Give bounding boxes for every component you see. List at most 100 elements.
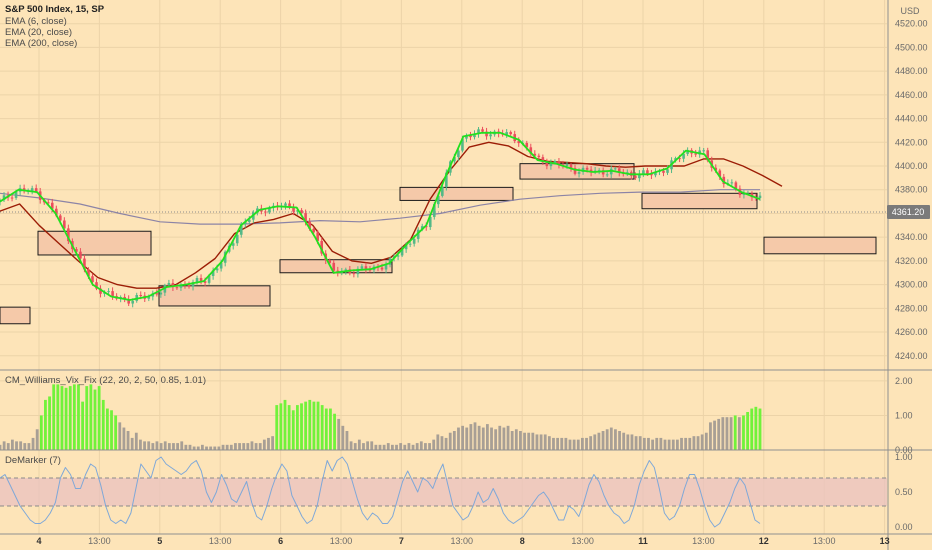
vix-bar: [688, 437, 692, 450]
vix-bar: [101, 399, 105, 450]
vix-bar: [27, 443, 31, 450]
x-tick-label: 13:00: [692, 536, 715, 546]
vix-bar: [329, 408, 332, 450]
ema200-line: [0, 189, 760, 225]
candle-body: [147, 296, 151, 299]
vix-bar: [353, 443, 357, 450]
vix-bar: [535, 434, 539, 450]
vix-bar: [192, 446, 196, 450]
vix-bar: [589, 436, 593, 450]
vix-bar: [85, 386, 89, 450]
candle-body: [268, 207, 271, 213]
vix-bar: [357, 439, 361, 450]
vix-bar: [469, 424, 473, 450]
vix-bar: [626, 434, 630, 450]
vix-bar: [97, 386, 101, 450]
candle-body: [83, 258, 86, 270]
candles: [0, 126, 762, 308]
vix-bar: [52, 384, 56, 450]
candle-body: [300, 210, 303, 214]
candle-body: [396, 255, 400, 257]
candle-body: [694, 153, 697, 155]
vix-bar: [597, 432, 601, 450]
chart-title: S&P 500 Index, 15, SP: [5, 4, 105, 15]
vix-bar: [407, 443, 411, 450]
candle-body: [525, 142, 529, 148]
vix-bar: [242, 443, 246, 450]
vix-bar: [180, 441, 184, 450]
vix-bar: [147, 441, 151, 450]
candle-body: [650, 173, 653, 176]
candle-body: [30, 188, 34, 191]
vix-bar: [114, 415, 118, 450]
vix-bar: [366, 441, 370, 450]
vix-bar: [519, 431, 522, 450]
vix-bar: [300, 403, 303, 450]
vix-bar: [258, 443, 262, 450]
x-tick-label: 13:00: [451, 536, 474, 546]
vix-bar: [502, 427, 506, 450]
vix-bar: [77, 384, 80, 450]
candle-body: [537, 155, 541, 158]
vix-bar: [709, 422, 712, 450]
vix-bar: [130, 437, 134, 450]
candle-body: [412, 238, 416, 244]
candle-body: [320, 240, 323, 254]
vix-bar: [436, 434, 440, 450]
y-tick-label: 4320.00: [895, 256, 928, 266]
vix-bar: [494, 429, 498, 450]
candle-body: [453, 157, 456, 162]
candle-body: [400, 249, 404, 256]
candle-body: [408, 243, 412, 245]
vix-bar: [15, 441, 18, 450]
vix-bar: [552, 437, 555, 450]
candle-body: [533, 153, 537, 156]
vix-bar: [531, 432, 535, 450]
vix-bar: [374, 444, 378, 450]
vix-bar: [386, 443, 390, 450]
ema6-series: [0, 131, 761, 301]
vix-bar: [411, 444, 415, 450]
candle-body: [634, 175, 637, 179]
vix-bar: [56, 384, 60, 450]
vix-bar: [93, 389, 97, 450]
candle-body: [239, 223, 243, 235]
candle-body: [284, 203, 287, 206]
ema20-series: [0, 141, 783, 289]
candle-body: [344, 269, 348, 271]
y-tick-label: 4460.00: [895, 90, 928, 100]
vix-bar: [490, 427, 493, 450]
candle-body: [356, 268, 360, 275]
candle-body: [557, 161, 561, 165]
candle-body: [573, 168, 577, 174]
vix-bar: [758, 408, 762, 450]
vix-bar: [461, 425, 465, 450]
candle-body: [457, 150, 460, 158]
candle-body: [46, 202, 50, 204]
vix-bar: [485, 424, 489, 450]
vix-bar: [543, 434, 547, 450]
vix-bar: [44, 399, 47, 450]
vix-bar: [704, 432, 708, 450]
vix-bar: [234, 443, 237, 450]
demarker-tick-label: 1.00: [895, 452, 913, 462]
candle-body: [718, 170, 722, 177]
candle-body: [111, 291, 114, 297]
candle-body: [437, 195, 440, 205]
vix-bar: [622, 432, 626, 450]
zone-box: [0, 306, 31, 325]
vix-bar: [110, 410, 113, 450]
candle-body: [296, 210, 299, 212]
vix-tick-label: 0.00: [895, 445, 913, 455]
vix-bar: [341, 425, 345, 450]
y-tick-label: 4280.00: [895, 303, 928, 313]
vix-bar: [395, 444, 398, 450]
vix-bar: [609, 427, 613, 450]
candle-body: [662, 170, 665, 173]
candle-body: [191, 282, 195, 287]
candle-body: [211, 270, 215, 276]
candle-body: [605, 174, 609, 176]
candle-body: [50, 202, 54, 209]
vix-bar: [572, 439, 576, 450]
candle-body: [179, 284, 183, 288]
